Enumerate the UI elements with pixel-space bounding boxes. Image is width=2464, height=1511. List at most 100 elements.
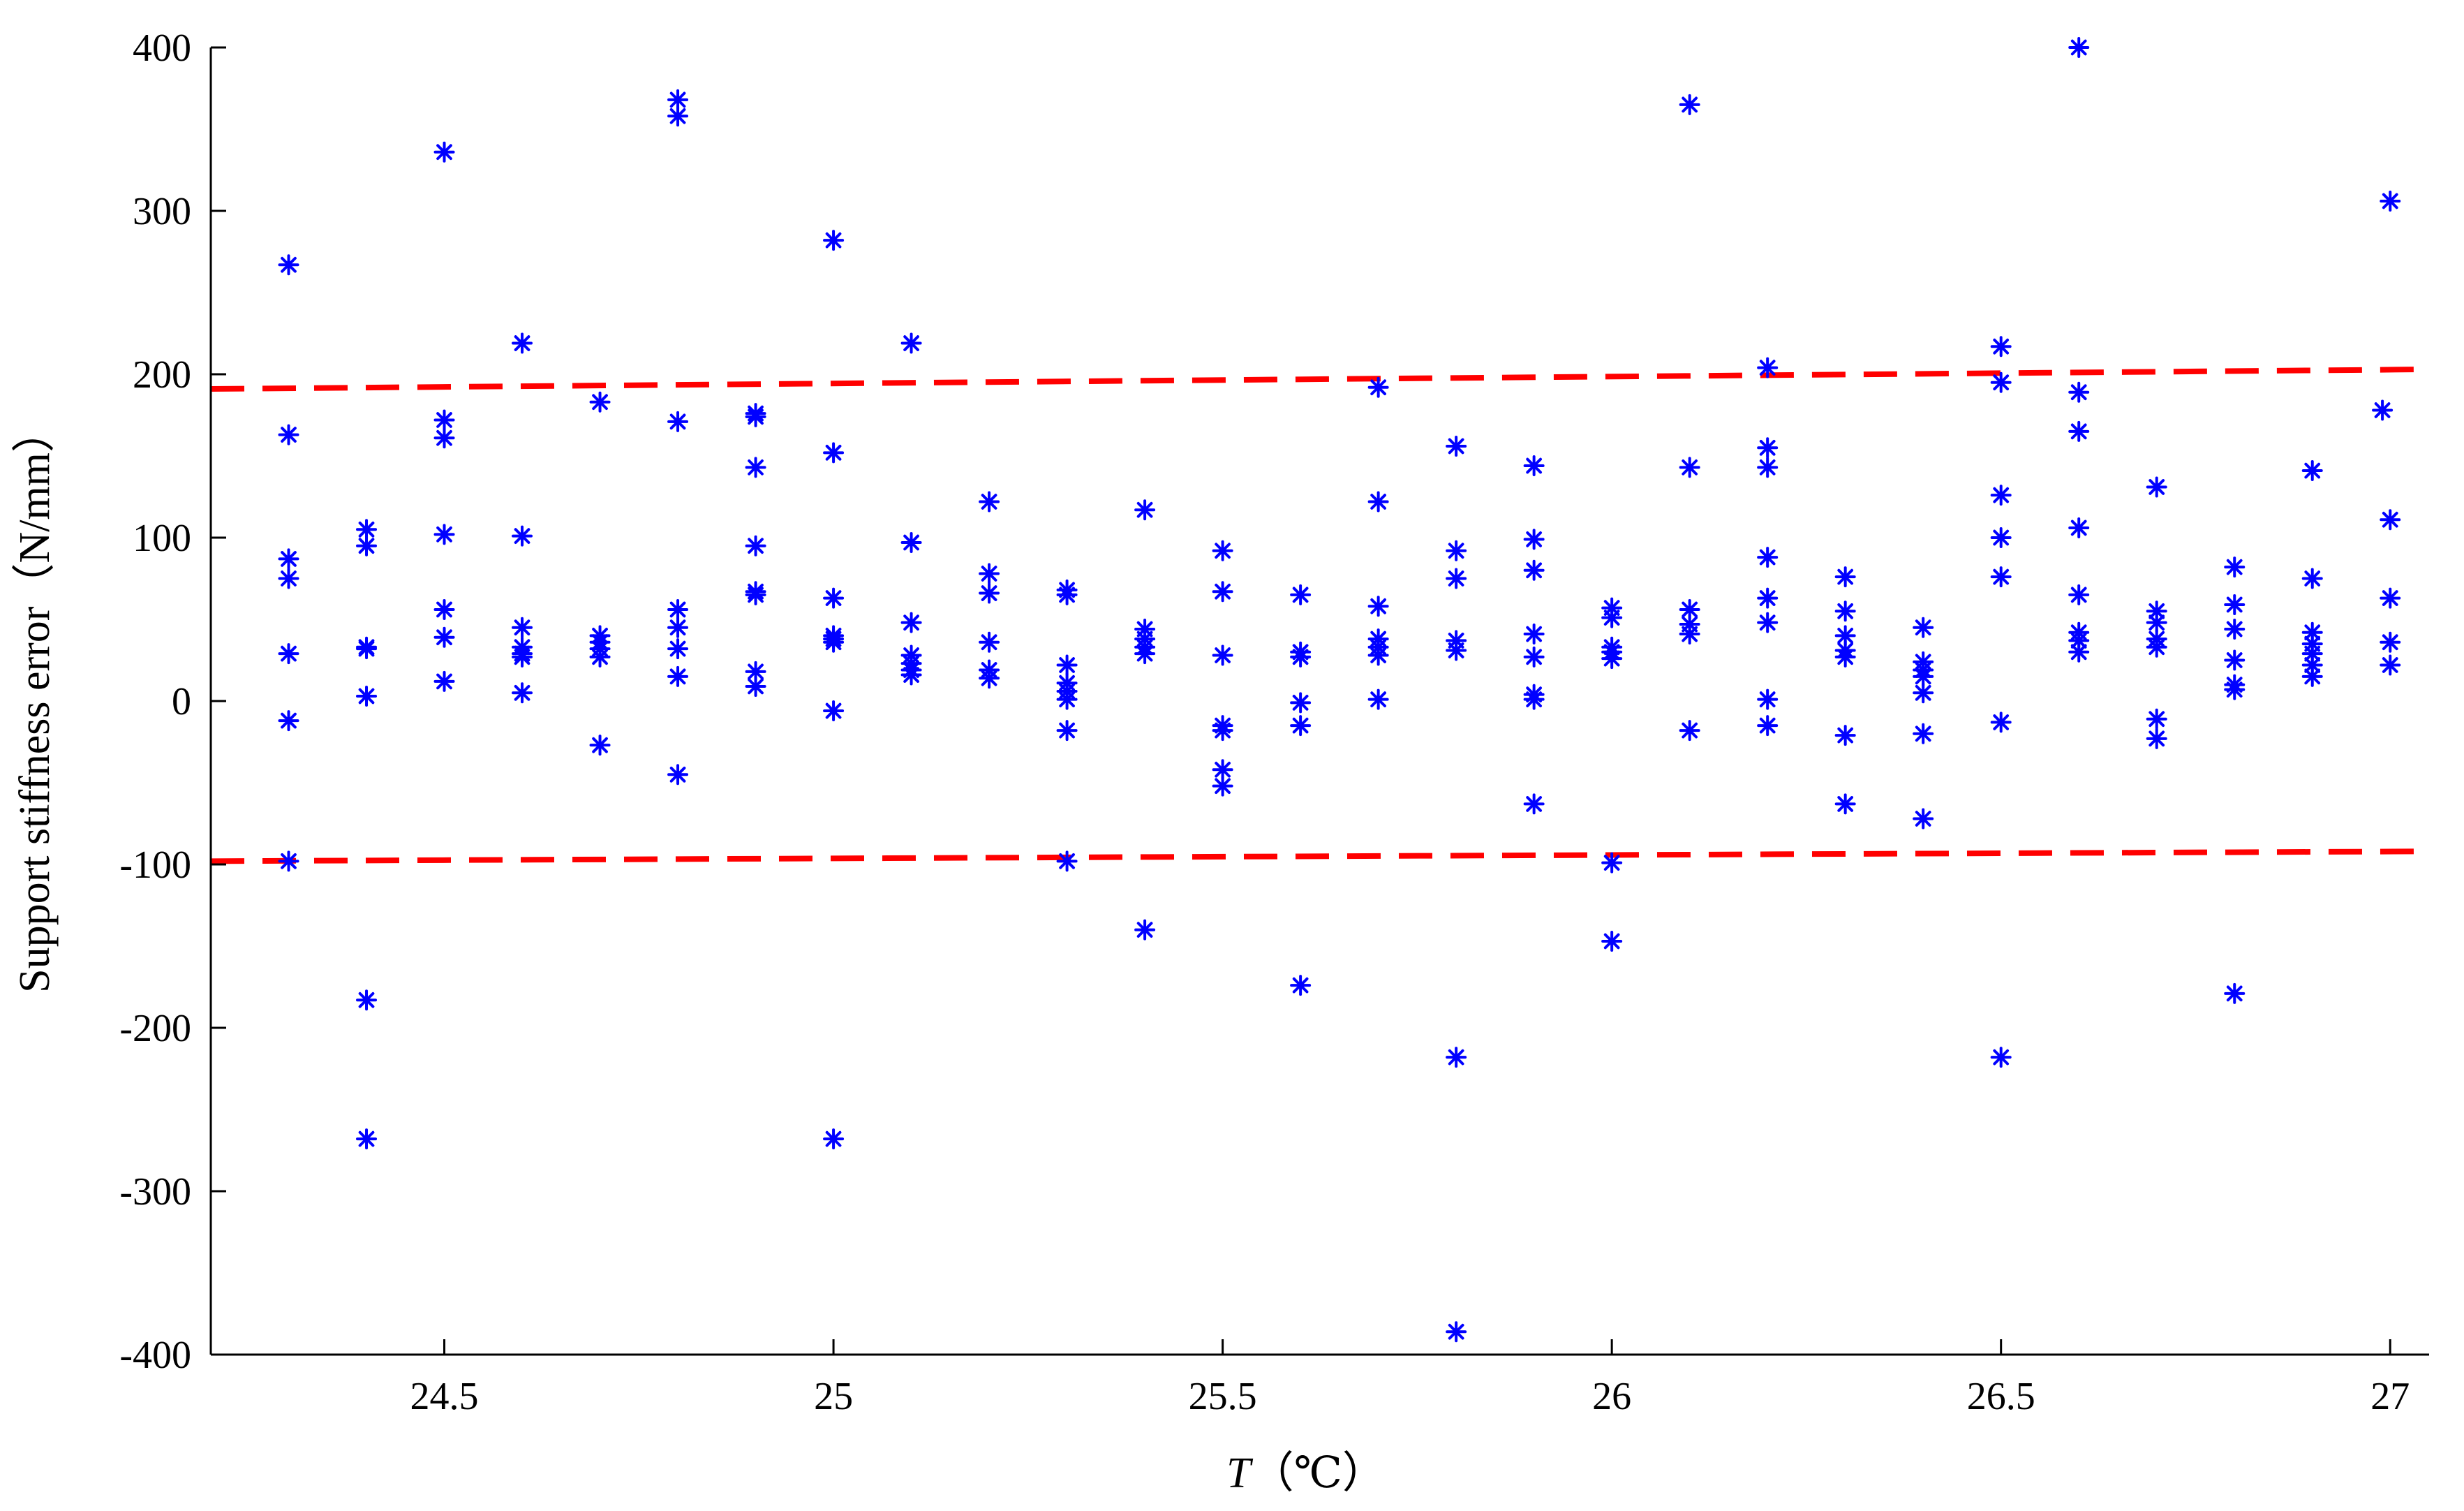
data-point — [1134, 919, 1156, 941]
data-point — [1056, 720, 1078, 742]
data-point — [1523, 624, 1545, 645]
data-point — [900, 332, 922, 354]
data-point — [1757, 587, 1779, 609]
x-tick-label: 24.5 — [410, 1375, 479, 1418]
y-tick-label: 300 — [133, 190, 191, 233]
data-point — [1212, 775, 1233, 797]
x-axis-label-unit: （℃） — [1251, 1450, 1386, 1497]
data-point — [2146, 476, 2167, 498]
y-tick-label: -100 — [119, 843, 191, 887]
data-point — [1834, 725, 1856, 746]
y-axis-ticks: -400 -300 -200 -100 0 100 200 300 400 — [119, 27, 226, 1377]
data-point — [823, 700, 845, 722]
data-point — [1990, 527, 2012, 548]
x-axis-label: T（℃） — [1226, 1450, 1386, 1497]
data-point — [1990, 485, 2012, 506]
x-tick-label: 26 — [1592, 1375, 1631, 1418]
data-point — [1990, 336, 2012, 358]
data-point — [2146, 728, 2167, 749]
data-point — [512, 682, 533, 704]
data-point — [979, 631, 1000, 653]
reference-dashed-line — [210, 366, 2430, 392]
data-point — [1056, 850, 1078, 872]
data-point — [2372, 399, 2394, 421]
data-point — [1367, 644, 1389, 666]
data-point — [745, 457, 766, 478]
data-point — [1446, 1321, 1467, 1343]
data-point — [745, 535, 766, 557]
data-point — [589, 391, 611, 413]
data-point — [2224, 594, 2246, 615]
data-point — [1056, 584, 1078, 605]
data-point — [1834, 566, 1856, 588]
x-tick-label: 25.5 — [1189, 1375, 1257, 1418]
data-point — [1134, 499, 1156, 521]
data-point — [433, 141, 455, 163]
data-point — [823, 1128, 845, 1150]
data-point — [356, 638, 378, 660]
data-point — [1757, 612, 1779, 633]
data-point — [1757, 437, 1779, 459]
data-point — [667, 105, 689, 127]
data-point — [2224, 557, 2246, 578]
data-point — [1913, 617, 1934, 638]
data-point — [1601, 648, 1623, 670]
data-point — [356, 989, 378, 1011]
data-point — [512, 617, 533, 638]
data-point — [512, 332, 533, 354]
data-point — [900, 612, 922, 633]
data-point — [1446, 568, 1467, 589]
data-point — [1290, 646, 1312, 668]
data-point — [2224, 619, 2246, 640]
reference-lines — [210, 366, 2430, 864]
data-point — [1446, 640, 1467, 661]
data-point — [1212, 644, 1233, 666]
x-axis-label-symbol: T — [1226, 1450, 1254, 1497]
data-point — [2380, 190, 2401, 212]
data-point — [2224, 679, 2246, 700]
data-point — [1913, 682, 1934, 704]
data-point — [1679, 720, 1700, 742]
data-point — [2068, 420, 2090, 442]
data-point — [823, 230, 845, 251]
data-point — [433, 409, 455, 431]
y-tick-label: -300 — [119, 1170, 191, 1214]
data-point — [278, 568, 299, 589]
reference-dashed-line — [210, 848, 2430, 864]
data-point — [1757, 688, 1779, 710]
data-point — [278, 548, 299, 570]
data-point — [1446, 540, 1467, 561]
data-point — [278, 254, 299, 276]
data-point — [2301, 568, 2323, 589]
data-point — [1056, 654, 1078, 676]
data-point — [1679, 624, 1700, 645]
data-point — [667, 598, 689, 620]
data-point — [589, 735, 611, 756]
data-point — [433, 427, 455, 449]
data-point — [1134, 643, 1156, 665]
data-points — [278, 37, 2401, 1343]
data-point — [1367, 688, 1389, 710]
data-point — [667, 638, 689, 660]
x-tick-label: 25 — [814, 1375, 853, 1418]
data-point — [745, 406, 766, 427]
data-point — [745, 584, 766, 605]
data-point — [1757, 457, 1779, 478]
data-point — [1990, 566, 2012, 588]
data-point — [1523, 646, 1545, 668]
data-point — [1523, 793, 1545, 815]
data-point — [979, 668, 1000, 689]
data-point — [2380, 509, 2401, 531]
data-point — [1990, 712, 2012, 733]
data-point — [2380, 654, 2401, 676]
data-point — [667, 764, 689, 786]
data-point — [667, 617, 689, 638]
data-point — [1913, 808, 1934, 830]
data-point — [823, 631, 845, 653]
data-point — [900, 664, 922, 686]
data-point — [278, 850, 299, 872]
data-point — [667, 665, 689, 687]
data-point — [2146, 708, 2167, 730]
